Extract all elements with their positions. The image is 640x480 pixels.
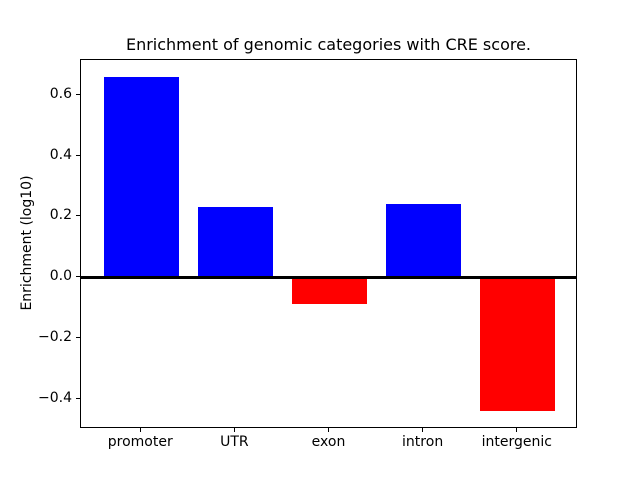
y-tick-mark — [76, 93, 80, 95]
y-tick-mark — [76, 154, 80, 156]
bar-intergenic — [480, 277, 556, 411]
y-tick-mark — [76, 336, 80, 338]
chart-title: Enrichment of genomic categories with CR… — [125, 35, 532, 54]
y-tick-label: −0.2 — [38, 328, 72, 345]
y-tick-label: −0.4 — [38, 389, 72, 406]
x-tick-label-intron: intron — [402, 434, 444, 450]
bar-promoter — [103, 76, 179, 278]
bar-exon — [291, 277, 368, 305]
y-tick-label: 0.4 — [49, 146, 72, 163]
x-tick-mark — [139, 428, 141, 432]
y-tick-label: 0.6 — [49, 85, 72, 102]
x-tick-label-UTR: UTR — [220, 434, 249, 450]
y-tick-label: 0.0 — [49, 268, 72, 285]
y-tick-mark — [76, 276, 80, 278]
y-axis-label: Enrichment (log10) — [19, 175, 35, 311]
plot-area — [80, 59, 577, 428]
y-tick-mark — [76, 215, 80, 217]
x-tick-label-exon: exon — [311, 434, 346, 450]
bar-UTR — [197, 207, 274, 278]
bar-intron — [385, 204, 462, 278]
x-tick-mark — [328, 428, 329, 432]
x-tick-mark — [233, 428, 235, 432]
x-tick-label-promoter: promoter — [107, 434, 173, 450]
x-tick-label-intergenic: intergenic — [481, 434, 552, 450]
zero-line — [81, 275, 576, 279]
x-tick-mark — [516, 428, 518, 432]
y-tick-mark — [76, 397, 80, 399]
x-tick-mark — [422, 428, 424, 432]
y-tick-label: 0.2 — [49, 207, 72, 224]
